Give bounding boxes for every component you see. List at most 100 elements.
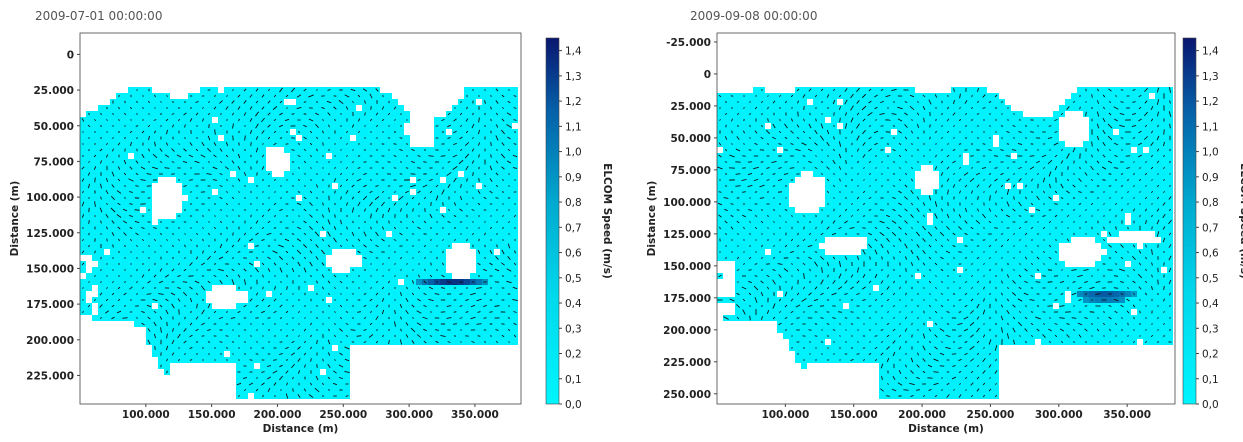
velocity-arrow bbox=[393, 119, 397, 121]
velocity-arrow bbox=[88, 161, 90, 163]
field-cell bbox=[1089, 87, 1095, 93]
field-cell bbox=[434, 249, 440, 255]
field-cell bbox=[98, 177, 104, 183]
colorbar-tick-label: 0,4 bbox=[565, 298, 582, 310]
field-cell bbox=[506, 165, 512, 171]
velocity-arrow bbox=[506, 280, 512, 284]
velocity-arrow bbox=[117, 286, 121, 290]
field-cell bbox=[488, 231, 494, 237]
velocity-arrow bbox=[166, 370, 168, 374]
field-cell bbox=[446, 333, 452, 339]
field-cell bbox=[741, 99, 747, 105]
velocity-arrow bbox=[232, 135, 234, 141]
field-cell bbox=[332, 147, 338, 153]
velocity-arrow bbox=[381, 191, 385, 193]
velocity-arrow bbox=[279, 112, 283, 116]
field-cell bbox=[110, 189, 116, 195]
field-cell bbox=[386, 321, 392, 327]
velocity-arrow bbox=[111, 220, 115, 224]
field-cell bbox=[308, 387, 314, 393]
velocity-arrow bbox=[314, 231, 320, 237]
velocity-arrow bbox=[250, 275, 252, 277]
colorbar bbox=[545, 37, 560, 405]
field-cell bbox=[200, 231, 206, 237]
field-cell bbox=[398, 141, 404, 147]
field-cell bbox=[494, 117, 500, 123]
field-cell bbox=[350, 201, 356, 207]
velocity-arrow bbox=[477, 262, 481, 266]
field-cell bbox=[188, 351, 194, 357]
velocity-arrow bbox=[273, 130, 277, 134]
field-cell bbox=[909, 87, 915, 93]
velocity-arrow bbox=[106, 286, 108, 290]
field-cell bbox=[92, 183, 98, 189]
field-cell bbox=[182, 261, 188, 267]
velocity-arrow bbox=[142, 251, 144, 253]
velocity-arrow bbox=[129, 286, 133, 290]
velocity-arrow bbox=[388, 339, 390, 345]
field-cell bbox=[302, 165, 308, 171]
velocity-arrow bbox=[338, 376, 344, 380]
field-cell bbox=[392, 159, 398, 165]
field-cell bbox=[434, 297, 440, 303]
field-cell bbox=[278, 213, 284, 219]
velocity-arrow bbox=[140, 179, 146, 181]
velocity-arrow bbox=[344, 346, 350, 350]
field-cell bbox=[891, 105, 897, 111]
velocity-arrow bbox=[248, 262, 254, 266]
field-cell bbox=[314, 381, 320, 387]
field-cell bbox=[422, 333, 428, 339]
field-cell bbox=[506, 189, 512, 195]
field-cell bbox=[164, 159, 170, 165]
field-cell bbox=[194, 93, 200, 99]
velocity-arrow bbox=[255, 147, 259, 153]
field-cell bbox=[380, 183, 386, 189]
velocity-arrow bbox=[208, 161, 210, 163]
field-cell bbox=[80, 231, 86, 237]
velocity-arrow bbox=[422, 184, 428, 188]
field-cell bbox=[278, 129, 284, 135]
velocity-arrow bbox=[484, 172, 486, 176]
field-cell bbox=[314, 285, 320, 291]
field-cell bbox=[104, 231, 110, 237]
field-cell bbox=[164, 279, 170, 285]
field-cell bbox=[248, 267, 254, 273]
field-cell bbox=[224, 99, 230, 105]
field-cell bbox=[500, 123, 506, 129]
velocity-arrow bbox=[196, 137, 198, 139]
field-cell bbox=[170, 345, 176, 351]
field-cell bbox=[512, 291, 518, 297]
velocity-arrow bbox=[406, 286, 408, 290]
field-cell bbox=[506, 129, 512, 135]
velocity-arrow bbox=[82, 190, 84, 194]
velocity-arrow bbox=[447, 341, 451, 343]
velocity-arrow bbox=[344, 94, 350, 98]
field-cell bbox=[206, 177, 212, 183]
field-cell bbox=[266, 93, 272, 99]
field-cell bbox=[194, 129, 200, 135]
field-cell bbox=[482, 165, 488, 171]
velocity-arrow bbox=[508, 173, 510, 175]
field-cell bbox=[290, 177, 296, 183]
velocity-arrow bbox=[159, 316, 163, 320]
velocity-arrow bbox=[166, 129, 168, 135]
velocity-arrow bbox=[346, 226, 348, 230]
field-cell bbox=[434, 225, 440, 231]
field-cell bbox=[476, 279, 482, 285]
field-cell bbox=[260, 231, 266, 237]
velocity-arrow bbox=[297, 154, 301, 158]
velocity-arrow bbox=[459, 317, 463, 319]
field-cell bbox=[320, 147, 326, 153]
field-cell bbox=[464, 279, 470, 285]
velocity-arrow bbox=[315, 220, 319, 224]
field-cell bbox=[350, 117, 356, 123]
velocity-arrow bbox=[268, 197, 270, 199]
velocity-arrow bbox=[166, 239, 168, 241]
velocity-arrow bbox=[189, 286, 193, 290]
velocity-arrow bbox=[195, 221, 199, 223]
field-cell bbox=[374, 321, 380, 327]
velocity-arrow bbox=[183, 148, 187, 152]
field-cell bbox=[1017, 111, 1023, 117]
velocity-arrow bbox=[88, 183, 90, 189]
velocity-arrow bbox=[309, 214, 313, 218]
